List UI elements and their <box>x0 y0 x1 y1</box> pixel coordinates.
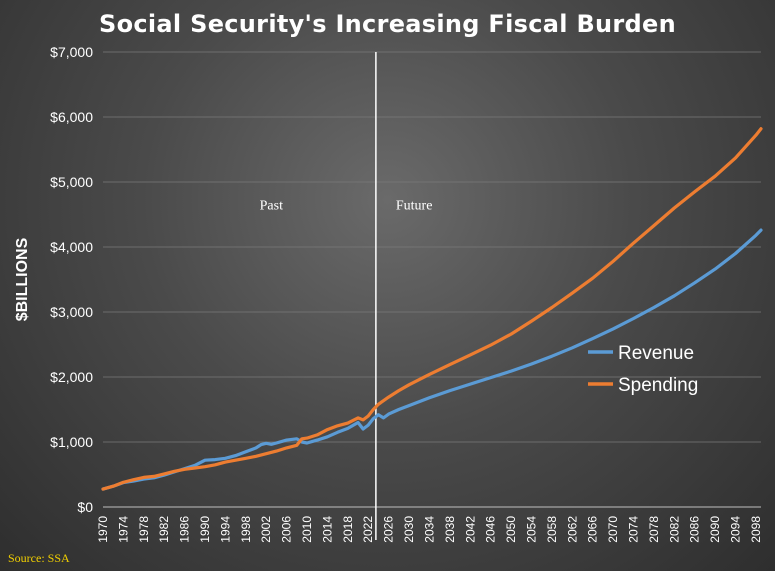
x-tick-label: 1986 <box>178 516 192 543</box>
y-tick-label: $3,000 <box>50 304 93 320</box>
y-tick-label: $2,000 <box>50 369 93 385</box>
x-tick-label: 2006 <box>280 516 294 543</box>
x-tick-label: 2034 <box>422 516 436 543</box>
x-tick-label: 2090 <box>708 516 722 543</box>
x-tick-label: 2054 <box>524 516 538 543</box>
x-tick-label: 2026 <box>382 516 396 543</box>
y-tick-label: $4,000 <box>50 239 93 255</box>
x-tick-label: 2022 <box>361 516 375 543</box>
annotation-future: Future <box>396 198 433 213</box>
source-note: Source: SSA <box>8 551 70 565</box>
x-tick-label: 2030 <box>402 516 416 543</box>
x-tick-label: 2018 <box>341 516 355 543</box>
x-tick-label: 2066 <box>586 516 600 543</box>
series-line-spending <box>101 127 763 491</box>
x-tick-label: 2082 <box>667 516 681 543</box>
x-tick-label: 2050 <box>504 516 518 543</box>
chart-title: Social Security's Increasing Fiscal Burd… <box>99 10 676 38</box>
y-tick-label: $7,000 <box>50 44 93 60</box>
y-tick-label: $5,000 <box>50 174 93 190</box>
x-tick-label: 2038 <box>443 516 457 543</box>
x-tick-label: 1978 <box>137 516 151 543</box>
y-axis-label: $BILLIONS <box>14 237 31 321</box>
x-tick-label: 2062 <box>565 516 579 543</box>
x-tick-label: 1974 <box>116 516 130 543</box>
x-tick-label: 2070 <box>606 516 620 543</box>
x-tick-label: 2042 <box>463 516 477 543</box>
x-tick-label: 1990 <box>198 516 212 543</box>
x-tick-label: 2014 <box>320 516 334 543</box>
x-tick-label: 2010 <box>300 516 314 543</box>
x-tick-label: 2046 <box>484 516 498 543</box>
y-tick-label: $0 <box>77 499 93 515</box>
y-tick-label: $1,000 <box>50 434 93 450</box>
x-tick-label: 1998 <box>239 516 253 543</box>
series-line-revenue <box>101 228 763 491</box>
x-tick-label: 2094 <box>728 516 742 543</box>
x-tick-label: 2074 <box>626 516 640 543</box>
x-tick-label: 1970 <box>96 516 110 543</box>
y-tick-label: $6,000 <box>50 109 93 125</box>
x-tick-label: 2058 <box>545 516 559 543</box>
x-tick-label: 2002 <box>259 516 273 543</box>
x-tick-label: 1982 <box>157 516 171 543</box>
x-tick-label: 2098 <box>749 516 763 543</box>
x-tick-label: 2086 <box>688 516 702 543</box>
annotation-past: Past <box>260 198 283 213</box>
legend-label-revenue: Revenue <box>618 343 694 364</box>
x-tick-label: 2078 <box>647 516 661 543</box>
legend-label-spending: Spending <box>618 375 698 396</box>
x-tick-label: 1994 <box>218 516 232 543</box>
